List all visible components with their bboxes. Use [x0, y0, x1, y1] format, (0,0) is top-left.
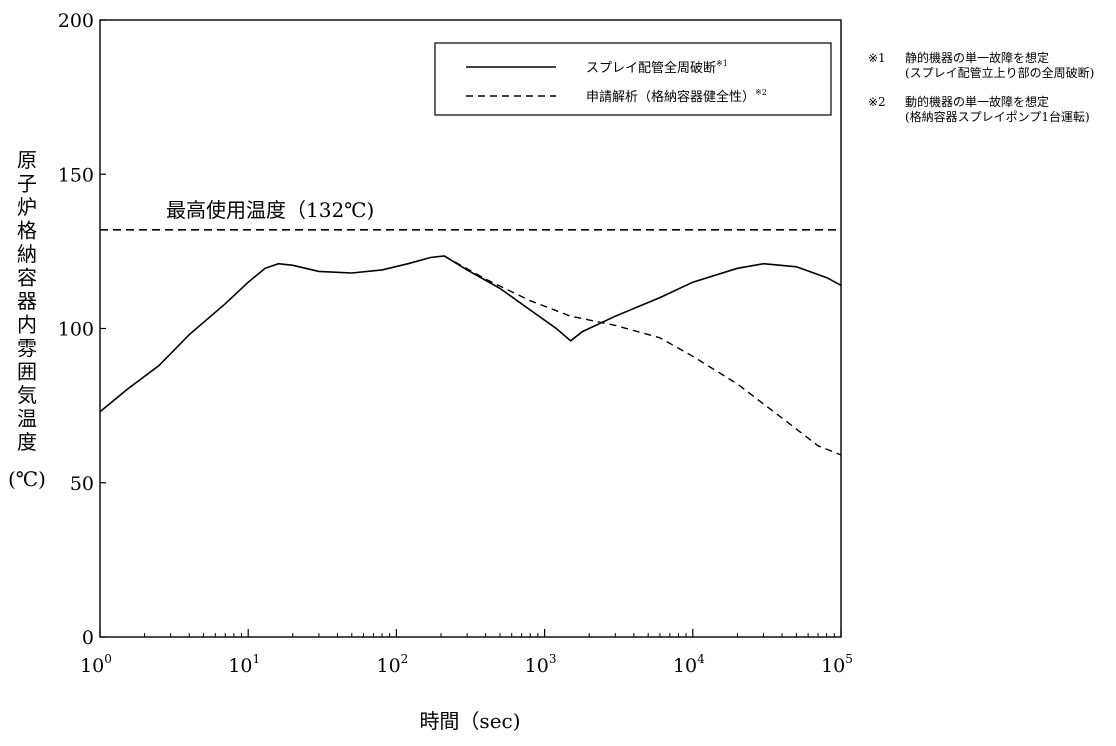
y-axis-label-char: 納: [17, 242, 37, 266]
series-line-licensing-analysis: [443, 255, 842, 456]
y-axis-label-char: 子: [17, 172, 37, 196]
y-tick-label: 150: [58, 164, 94, 186]
y-axis-label-char: 原: [17, 148, 37, 172]
x-axis-ticks: 100 101 102 103 104 105: [80, 629, 853, 677]
legend: スプレイ配管全周破断※1 申請解析（格納容器健全性）※2: [434, 42, 832, 116]
y-axis-label-char: 雰: [17, 336, 37, 360]
y-tick-label: 200: [58, 10, 94, 32]
note-1-line2: (スプレイ配管立上り部の全周破断): [905, 65, 1094, 80]
series-line-pipe-break: [99, 255, 842, 413]
note-1-mark: ※1: [868, 51, 886, 65]
x-tick-label: 102: [376, 652, 408, 677]
note-2-line1: 動的機器の単一故障を想定: [905, 94, 1049, 109]
legend-box: [434, 42, 832, 116]
y-axis-label-char: 炉: [17, 195, 37, 219]
y-tick-label: 50: [70, 473, 94, 495]
legend-label-pipe-break: スプレイ配管全周破断※1: [586, 59, 728, 76]
x-minor-ticks: [144, 633, 835, 637]
footnotes: ※1 静的機器の単一故障を想定 (スプレイ配管立上り部の全周破断) ※2 動的機…: [868, 50, 1094, 124]
y-axis-label-char: 気: [17, 383, 37, 407]
x-tick-label: 105: [821, 652, 853, 677]
y-axis-label-char: 度: [17, 430, 37, 454]
note-2-line2: (格納容器スプレイポンプ1台運転): [905, 109, 1090, 124]
y-axis-unit: (℃): [8, 467, 46, 491]
y-axis-ticks: 0 50 100 150 200: [58, 10, 106, 649]
y-axis-label-char: 器: [17, 289, 37, 313]
y-tick-label: 100: [58, 319, 94, 341]
legend-label-licensing-analysis: 申請解析（格納容器健全性）※2: [586, 88, 767, 105]
x-axis-label: 時間（sec): [419, 709, 520, 733]
y-tick-label: 0: [82, 627, 94, 649]
y-axis-label-char: 温: [17, 407, 37, 431]
x-tick-label: 104: [673, 652, 705, 677]
note-2-mark: ※2: [868, 95, 886, 109]
x-tick-label: 100: [80, 652, 112, 677]
note-1-line1: 静的機器の単一故障を想定: [905, 50, 1049, 65]
x-tick-label: 101: [228, 652, 260, 677]
y-axis-label-char: 容: [17, 266, 37, 290]
x-tick-label: 103: [525, 652, 557, 677]
y-axis-label-char: 囲: [17, 360, 37, 384]
y-axis-label-char: 内: [17, 313, 37, 337]
y-axis-label-char: 格: [17, 219, 37, 243]
max-temperature-label: 最高使用温度（132℃): [166, 198, 374, 222]
